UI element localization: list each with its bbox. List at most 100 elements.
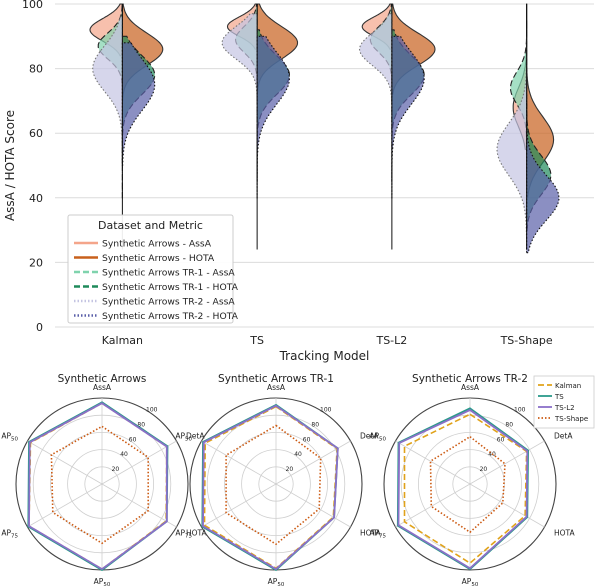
- violin-chart: 0 20 40 60 80 100 Kalman TS TS-L2 TS-Shape Trackin…: [3, 0, 594, 363]
- radar-axis-label-sub: 50: [277, 582, 284, 586]
- radar-axis-label-base: HOTA: [186, 529, 208, 538]
- radar-tick-label: 60: [303, 436, 311, 443]
- radar-axis-label: DetA: [554, 432, 573, 441]
- radar-spoke: [201, 483, 277, 528]
- x-tick-label: TS-Shape: [500, 334, 553, 347]
- radar-spoke: [275, 483, 351, 528]
- radar-axis-label: DetA: [186, 432, 205, 441]
- radar-axis-label-base: DetA: [554, 432, 573, 441]
- legend-title: Dataset and Metric: [98, 219, 203, 232]
- radar-spoke: [469, 440, 545, 485]
- radar-series-line: [28, 402, 168, 571]
- radar-spoke: [101, 440, 177, 485]
- radar-tick-label: 60: [497, 436, 505, 443]
- radar-axis-label: AP50: [462, 577, 479, 586]
- y-tick-label: 80: [29, 63, 43, 76]
- radar-axis-label-base: AP: [462, 577, 472, 586]
- radar-axis-label-sub: 75: [11, 534, 18, 540]
- radar-axis-label-sub: 50: [379, 437, 386, 443]
- x-tick-label: Kalman: [102, 334, 143, 347]
- legend-entry-label: Synthetic Arrows TR-2 - HOTA: [102, 311, 239, 322]
- radar-spoke: [27, 483, 103, 528]
- legend-entry-label: Synthetic Arrows TR-1 - AssA: [102, 268, 235, 279]
- radar-axis-label-base: HOTA: [554, 529, 576, 538]
- x-tick-label: TS-L2: [375, 334, 407, 347]
- radar-tick-label: 80: [137, 421, 145, 428]
- legend-entry-label: Synthetic Arrows - HOTA: [102, 253, 215, 264]
- radar-axis-label-base: AP: [369, 432, 379, 441]
- radar-tick-label: 20: [286, 466, 294, 473]
- radar-title: Synthetic Arrows TR-1: [218, 373, 334, 385]
- radar-spoke: [275, 440, 351, 485]
- radar-axis-label-base: AP: [369, 529, 379, 538]
- radar-axis-label-base: AP: [1, 432, 11, 441]
- radar-axis-label: AssA: [267, 383, 286, 392]
- y-tick-label: 20: [29, 256, 43, 269]
- radar-axis-label: AP50: [268, 577, 285, 586]
- x-axis-label: Tracking Model: [279, 349, 370, 363]
- radar-legend-label: TS-L2: [554, 404, 575, 412]
- radar-axis-label: AP75: [175, 529, 192, 540]
- radar-axis-label-base: HOTA: [360, 529, 382, 538]
- radar-axis-label-base: AssA: [461, 383, 480, 392]
- legend-entry-label: Synthetic Arrows - AssA: [102, 239, 212, 250]
- radar-tick-label: 20: [112, 466, 120, 473]
- radar-tick-label: 100: [320, 407, 332, 414]
- radar-series-line: [225, 424, 322, 546]
- legend-entry-label: Synthetic Arrows TR-2 - AssA: [102, 297, 235, 308]
- radar-legend-label: TS: [554, 393, 564, 401]
- radar-series-line: [397, 408, 529, 570]
- radar-axis-label: HOTA: [360, 529, 382, 538]
- radar-series-line: [50, 425, 149, 545]
- radar-tick-label: 80: [311, 421, 319, 428]
- violin-half: [121, 42, 156, 167]
- radar-axis-label: DetA: [360, 432, 379, 441]
- legend-entry-label: Synthetic Arrows TR-1 - HOTA: [102, 282, 239, 293]
- radar-spoke: [201, 440, 277, 485]
- y-tick-label: 100: [22, 0, 43, 11]
- radar-title: Synthetic Arrows TR-2: [412, 373, 528, 385]
- radar-axis-label: AP50: [175, 432, 192, 443]
- radar-spoke: [27, 440, 103, 485]
- radar-spoke: [395, 483, 471, 528]
- y-axis-label: AssA / HOTA Score: [3, 110, 17, 221]
- radar-chart-synthetic-arrows: Synthetic Arrows20406080100AssADetAHOTAA…: [1, 373, 207, 586]
- radar-series-line: [429, 435, 506, 534]
- radar-title: Synthetic Arrows: [58, 373, 147, 385]
- radar-tick-label: 80: [505, 421, 513, 428]
- radar-tick-label: 20: [480, 466, 488, 473]
- radar-legend-label: Kalman: [555, 382, 581, 390]
- radar-tick-label: 60: [129, 436, 137, 443]
- radar-spoke: [469, 483, 545, 528]
- radar-axis-label-base: AP: [1, 529, 11, 538]
- radar-axis-label-sub: 50: [471, 582, 478, 586]
- radar-axis-label-base: AP: [175, 432, 185, 441]
- radar-axis-label-base: AP: [94, 577, 104, 586]
- y-tick-label: 0: [36, 321, 43, 334]
- radar-tick-label: 100: [146, 407, 158, 414]
- radar-axis-label: HOTA: [186, 529, 208, 538]
- radar-axis-label-base: AssA: [267, 383, 286, 392]
- radar-axis-label: AssA: [93, 383, 112, 392]
- radar-axis-label-sub: 50: [103, 582, 110, 586]
- y-tick-label: 60: [29, 127, 43, 140]
- radar-axis-label: HOTA: [554, 529, 576, 538]
- radar-axis-label-base: DetA: [186, 432, 205, 441]
- radar-axis-label: AP50: [369, 432, 386, 443]
- radar-axis-label-base: AssA: [93, 383, 112, 392]
- x-tick-label: TS: [249, 334, 264, 347]
- radar-axis-label-sub: 75: [185, 534, 192, 540]
- radar-tick-label: 100: [514, 407, 526, 414]
- radar-axis-label: AP75: [1, 529, 18, 540]
- radar-axis-label: AssA: [461, 383, 480, 392]
- radar-tick-label: 40: [120, 451, 128, 458]
- radar-chart-synthetic-arrows-tr2: Synthetic Arrows TR-220406080100AssADetA…: [369, 373, 595, 586]
- radar-series-line: [202, 404, 339, 571]
- radar-axis-label: AP50: [94, 577, 111, 586]
- radar-axis-label: AP50: [1, 432, 18, 443]
- radar-spoke: [395, 440, 471, 485]
- radar-legend-label: TS-Shape: [554, 415, 588, 423]
- radar-axis-label-sub: 75: [379, 534, 386, 540]
